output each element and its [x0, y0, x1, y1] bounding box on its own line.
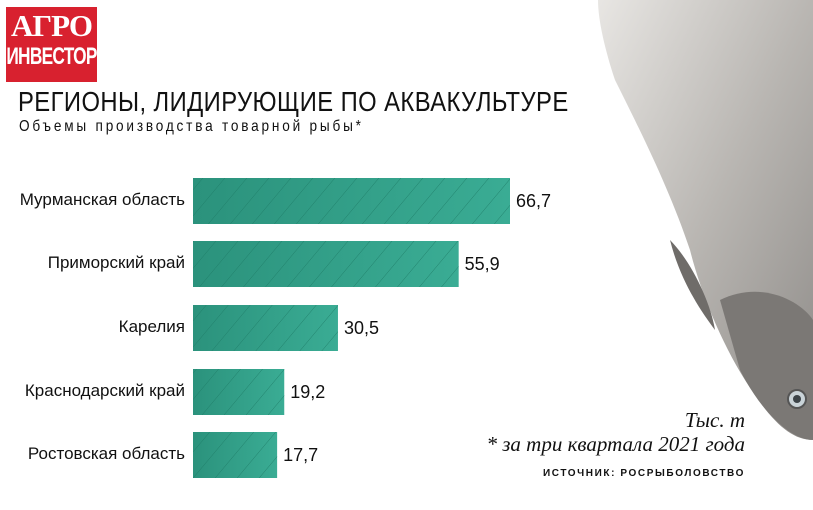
- category-label: Ростовская область: [27, 444, 185, 463]
- value-label: 30,5: [343, 318, 379, 338]
- category-label: Мурманская область: [19, 190, 185, 209]
- source-label: ИСТОЧНИК: РОСРЫБОЛОВСТВО: [542, 468, 745, 479]
- bar-1: [193, 241, 459, 287]
- unit-label: Тыс. т: [684, 408, 745, 432]
- chart-title: РЕГИОНЫ, ЛИДИРУЮЩИЕ ПО АКВАКУЛЬТУРЕ: [18, 86, 569, 117]
- value-label: 19,2: [290, 382, 326, 402]
- bar-2: [193, 305, 338, 351]
- value-label: 17,7: [283, 445, 319, 465]
- value-label: 55,9: [464, 254, 500, 274]
- agroinvestor-logo: АГРО ИНВЕСТОР: [6, 7, 97, 82]
- category-label: Краснодарский край: [24, 381, 185, 400]
- logo-line-1: АГРО: [11, 8, 93, 43]
- footnote: * за три квартала 2021 года: [486, 432, 745, 456]
- category-label: Карелия: [118, 317, 185, 336]
- logo-line-2: ИНВЕСТОР: [6, 43, 97, 70]
- bar-3: [193, 369, 285, 415]
- bar-4: [193, 432, 278, 478]
- category-label: Приморский край: [47, 253, 185, 272]
- chart-subtitle: Объемы производства товарной рыбы*: [19, 118, 364, 135]
- value-label: 66,7: [516, 191, 552, 211]
- bar-0: [193, 178, 510, 224]
